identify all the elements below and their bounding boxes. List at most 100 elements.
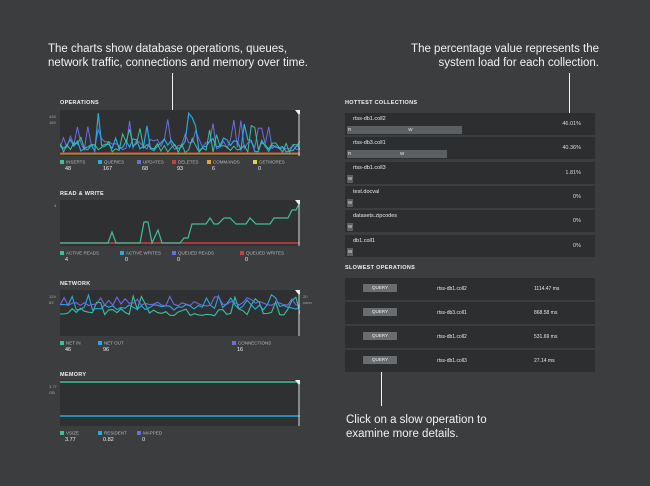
collection-load-bar bbox=[347, 223, 353, 232]
legend-value: 6 bbox=[212, 166, 216, 172]
operations-chart[interactable] bbox=[60, 110, 300, 156]
click-annotation-line1: Click on a slow operation to bbox=[346, 414, 487, 426]
legend-swatch bbox=[137, 159, 141, 164]
legend-label: NET OUT bbox=[104, 340, 124, 346]
memory-y-unit: GB bbox=[49, 390, 55, 395]
legend-label: QUERIES bbox=[104, 159, 125, 165]
collection-load-pct: 40.36% bbox=[562, 145, 581, 152]
connections-series-line bbox=[60, 295, 300, 307]
read-write-y-top: 4 bbox=[54, 203, 57, 208]
network-y-right-unit: conn bbox=[303, 300, 312, 305]
collection-row[interactable]: db1.coll1 0% W bbox=[345, 234, 595, 257]
slow-op-row[interactable]: QUERY rtss-db1.coll2 531.69 ms bbox=[345, 326, 595, 348]
legend-item-active-reads[interactable]: ACTIVE READS 4 bbox=[60, 250, 99, 263]
legend-item-connections[interactable]: CONNECTIONS 16 bbox=[232, 340, 271, 353]
query-button[interactable]: QUERY bbox=[363, 308, 397, 316]
operations-title: OPERATIONS bbox=[60, 100, 99, 106]
legend-swatch bbox=[240, 250, 244, 255]
legend-value: 4 bbox=[65, 257, 69, 263]
read-write-chart-svg bbox=[60, 200, 300, 246]
memory-title: MEMORY bbox=[60, 372, 87, 378]
legend-item-queued-reads[interactable]: QUEUED READS 0 bbox=[172, 250, 215, 263]
network-chart[interactable] bbox=[60, 290, 300, 336]
legend-item-mapped[interactable]: MAPPED 0 bbox=[137, 430, 163, 443]
operations-cursor-handle[interactable] bbox=[295, 110, 300, 115]
memory-y-top: 3.77 bbox=[49, 384, 57, 389]
legend-item-net-in[interactable]: NET IN 46 bbox=[60, 340, 81, 353]
network-title: NETWORK bbox=[60, 281, 91, 287]
legend-value: 68 bbox=[142, 166, 149, 172]
legend-item-queued-writes[interactable]: QUEUED WRITES 0 bbox=[240, 250, 285, 263]
slow-op-row[interactable]: QUERY rtss-db3.coll1 868.58 ms bbox=[345, 302, 595, 324]
legend-swatch bbox=[60, 250, 64, 255]
slowest-title: SLOWEST OPERATIONS bbox=[345, 265, 416, 271]
memory-cursor-handle[interactable] bbox=[295, 380, 300, 385]
charts-annotation-pointer bbox=[172, 73, 173, 115]
operations-y-mid: 169 bbox=[49, 120, 56, 125]
network-cursor-handle[interactable] bbox=[295, 290, 300, 295]
legend-swatch bbox=[172, 250, 176, 255]
collection-row[interactable]: test.docval 0% W bbox=[345, 185, 595, 208]
slow-op-time: 531.69 ms bbox=[534, 334, 558, 340]
legend-label: UPDATES bbox=[143, 159, 164, 165]
slow-op-row[interactable]: QUERY rtss-db1.coll3 27.14 ms bbox=[345, 350, 595, 372]
read-write-cursor-handle[interactable] bbox=[295, 200, 300, 205]
slow-op-collection: rtss-db3.coll1 bbox=[437, 310, 467, 316]
legend-item-vsize[interactable]: VSIZE 3.77 bbox=[60, 430, 80, 443]
operations-legend: INSERTS 48 QUERIES 167 UPDATES 68 DELETES 93 COM… bbox=[60, 159, 310, 175]
legend-item-updates[interactable]: UPDATES 68 bbox=[137, 159, 164, 172]
legend-item-queries[interactable]: QUERIES 167 bbox=[98, 159, 125, 172]
collection-name: rtss-db3.coll1 bbox=[353, 140, 386, 147]
slow-op-collection: rtss-db1.coll2 bbox=[437, 334, 467, 340]
collection-write-marker: W bbox=[348, 175, 353, 181]
collection-load-pct: 1.81% bbox=[565, 169, 581, 176]
collection-row[interactable]: rtss-db1.coll3 1.81% W bbox=[345, 161, 595, 184]
query-button[interactable]: QUERY bbox=[363, 356, 397, 364]
legend-value: 167 bbox=[103, 166, 113, 172]
legend-label: QUEUED WRITES bbox=[246, 250, 285, 256]
slow-op-collection: rtss-db1.coll2 bbox=[437, 286, 467, 292]
query-button[interactable]: QUERY bbox=[363, 332, 397, 340]
click-annotation-line2: examine more details. bbox=[346, 428, 459, 440]
legend-label: QUEUED READS bbox=[178, 250, 215, 256]
collection-row[interactable]: datasets.zipcodes 0% W bbox=[345, 210, 595, 233]
operations-chart-svg bbox=[60, 110, 300, 156]
read-write-chart[interactable] bbox=[60, 200, 300, 246]
legend-swatch bbox=[60, 340, 64, 345]
network-y-mid: 63 bbox=[49, 300, 54, 305]
read-write-legend: ACTIVE READS 4 ACTIVE WRITES 0 QUEUED READS 0… bbox=[60, 250, 310, 266]
pct-annotation-line2: system load for each collection. bbox=[438, 57, 599, 69]
legend-swatch bbox=[60, 159, 64, 164]
legend-value: 16 bbox=[237, 347, 244, 353]
legend-item-inserts[interactable]: INSERTS 48 bbox=[60, 159, 85, 172]
legend-item-resident[interactable]: RESIDENT 0.82 bbox=[98, 430, 127, 443]
legend-item-net-out[interactable]: NET OUT 96 bbox=[98, 340, 124, 353]
legend-item-deletes[interactable]: DELETES 93 bbox=[172, 159, 199, 172]
legend-item-commands[interactable]: COMMANDS 6 bbox=[207, 159, 240, 172]
collection-load-pct: 0% bbox=[573, 193, 581, 200]
collection-row[interactable]: rtss-db3.coll1 40.36% R W bbox=[345, 137, 595, 160]
collection-row[interactable]: rtss-db1.coll2 46.01% R W bbox=[345, 113, 595, 135]
memory-chart[interactable] bbox=[60, 380, 300, 426]
legend-label: VSIZE bbox=[66, 430, 80, 436]
legend-item-getmores[interactable]: GETMORES 0 bbox=[253, 159, 285, 172]
legend-label: NET IN bbox=[66, 340, 81, 346]
pct-annotation: The percentage value represents the syst… bbox=[411, 42, 599, 70]
charts-annotation: The charts show database operations, que… bbox=[48, 42, 308, 70]
collection-name: rtss-db1.coll2 bbox=[353, 116, 386, 122]
collection-load-bar bbox=[347, 174, 353, 183]
legend-swatch bbox=[253, 159, 257, 164]
network-y-top: 124 bbox=[49, 294, 56, 299]
pct-annotation-line1: The percentage value represents the bbox=[411, 43, 599, 55]
legend-value: 46 bbox=[65, 347, 72, 353]
legend-value: 93 bbox=[177, 166, 184, 172]
memory-chart-svg bbox=[60, 380, 300, 426]
legend-label: MAPPED bbox=[143, 430, 163, 436]
slow-op-collection: rtss-db1.coll3 bbox=[437, 358, 467, 364]
legend-label: RESIDENT bbox=[104, 430, 127, 436]
memory-legend: VSIZE 3.77 RESIDENT 0.82 MAPPED 0 bbox=[60, 430, 310, 446]
legend-item-active-writes[interactable]: ACTIVE WRITES 0 bbox=[120, 250, 161, 263]
query-button[interactable]: QUERY bbox=[363, 284, 397, 292]
charts-annotation-line1: The charts show database operations, que… bbox=[48, 43, 288, 55]
slow-op-row[interactable]: QUERY rtss-db1.coll2 1114.47 ms bbox=[345, 278, 595, 300]
